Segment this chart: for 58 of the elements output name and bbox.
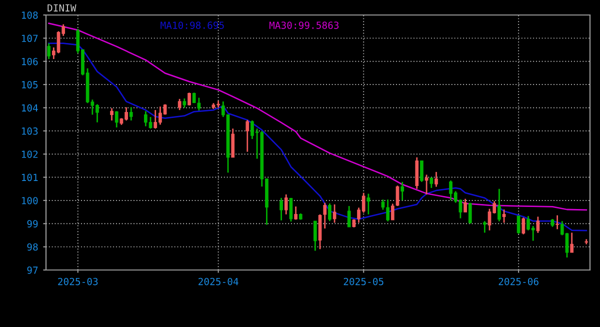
y-tick-label: 100 (22, 196, 38, 204)
y-tick-label: 105 (22, 81, 38, 88)
text: MA10:98.695 (160, 22, 224, 29)
candlestick (332, 204, 336, 224)
candlestick (584, 238, 588, 245)
candlestick (280, 197, 283, 222)
candlestick (182, 98, 186, 108)
candlestick (570, 232, 574, 254)
candlestick (284, 194, 288, 216)
candlestick (430, 177, 434, 189)
line-series (48, 22, 588, 211)
candlestick (482, 220, 486, 234)
y-tick-label: 104 (22, 104, 38, 112)
y-tick-label: 97 (27, 266, 38, 274)
x-tick-label: 2025-06 (498, 278, 538, 286)
candlestick (400, 181, 404, 201)
candlestick (313, 220, 317, 252)
candlestick (464, 198, 467, 213)
y-tick-label: 102 (22, 150, 38, 158)
x-tick-label: 2025-03 (58, 278, 98, 286)
candlestick (498, 188, 501, 222)
chart-title: DINIW (48, 4, 76, 12)
y-tick-label: 106 (22, 58, 38, 66)
candlestick (420, 160, 424, 183)
x-tick-label: 2025-04 (198, 278, 238, 286)
candlestick (434, 171, 438, 188)
candlestick (390, 203, 394, 221)
candlestick (328, 202, 332, 222)
candlestick (294, 206, 298, 220)
candlestick (468, 202, 472, 224)
candlestick (178, 98, 182, 111)
candlestick (536, 216, 540, 234)
y-tick-label: 103 (22, 127, 38, 135)
candlestick (522, 216, 526, 235)
y-tick-label: 107 (22, 34, 38, 42)
candlestick (381, 198, 385, 210)
candlestick (502, 208, 506, 224)
candlestick (556, 214, 559, 230)
candlestick (114, 110, 118, 128)
candlestick (110, 107, 114, 122)
text: MA30:99.5863 (269, 22, 339, 29)
y-tick-label: 101 (22, 174, 38, 182)
candlestick (289, 197, 293, 222)
candlestick (424, 174, 428, 196)
y-tick-label: 98 (27, 243, 38, 251)
candlestick (129, 106, 133, 122)
candlestick (47, 42, 51, 60)
y-tick-label: 108 (22, 12, 38, 19)
y-tick-label: 99 (27, 220, 38, 228)
x-tick-label: 2025-05 (344, 278, 384, 286)
candlestick (386, 198, 390, 222)
candlestick (347, 205, 351, 228)
candlestick (231, 128, 235, 158)
candlestick (323, 202, 327, 230)
candlestick (516, 215, 520, 235)
candlestick (366, 193, 370, 216)
candlestick (246, 119, 250, 152)
candlestick (188, 92, 191, 106)
